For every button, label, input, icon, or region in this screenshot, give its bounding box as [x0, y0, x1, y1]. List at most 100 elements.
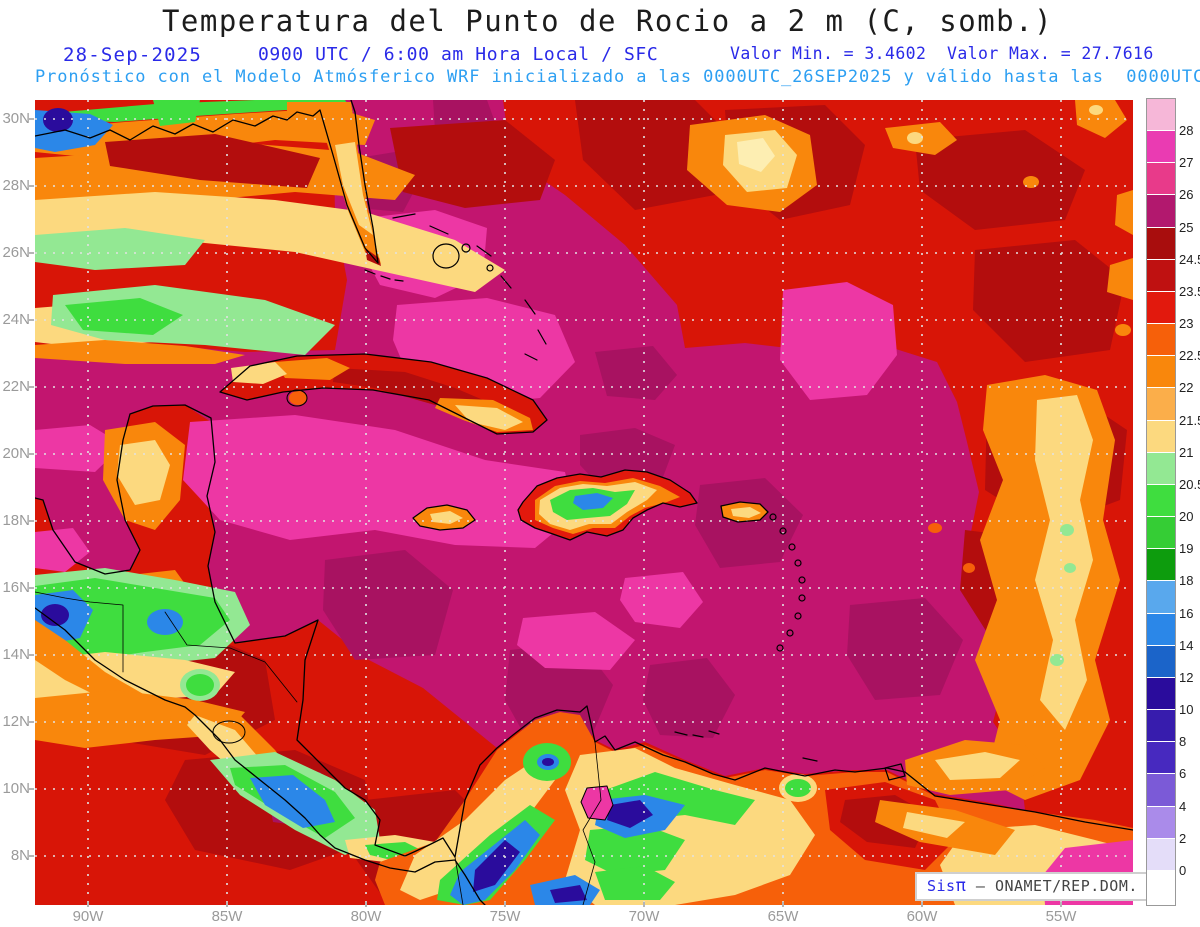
map-region [35, 425, 123, 472]
colorbar-label: 2 [1179, 830, 1187, 846]
lat-tick [29, 453, 34, 455]
lat-tick [29, 587, 34, 589]
pi-icon: π [955, 876, 967, 896]
colorbar-label: 18 [1179, 573, 1194, 589]
lat-label: 18N [2, 512, 30, 529]
map-region [65, 298, 183, 335]
forecast-time: 0900 UTC / 6:00 am Hora Local / SFC [258, 44, 659, 65]
map-region [517, 612, 635, 670]
colorbar-segment [1147, 774, 1175, 807]
colorbar-segment [1147, 549, 1175, 582]
coastline [35, 591, 602, 905]
colorbar-label: 27 [1179, 155, 1194, 171]
colorbar-segment [1147, 356, 1175, 389]
map-region [963, 563, 975, 573]
colorbar-segment [1147, 613, 1175, 646]
map-region [847, 598, 963, 700]
colorbar-segment [1147, 131, 1175, 164]
map-region [1107, 258, 1133, 300]
map-region [323, 550, 453, 660]
colorbar-label: 25 [1179, 219, 1194, 235]
coastline [35, 404, 1133, 858]
map-region [607, 800, 653, 828]
lat-tick [29, 252, 34, 254]
map-region [1064, 563, 1076, 573]
map-region [595, 866, 675, 900]
map-region [928, 523, 942, 533]
colorbar-segment [1147, 838, 1175, 871]
lon-tick [87, 902, 89, 907]
colorbar-segment [1147, 677, 1175, 711]
colorbar-label: 20 [1179, 509, 1194, 525]
colorbar-label: 10 [1179, 702, 1194, 718]
map-region [473, 840, 520, 892]
model-info-line: Pronóstico con el Modelo Atmósferico WRF… [35, 67, 1200, 87]
lat-label: 20N [2, 445, 30, 462]
colorbar-label: 4 [1179, 798, 1187, 814]
coastline [35, 100, 379, 264]
map-region [973, 240, 1125, 362]
colorbar-label: 26 [1179, 187, 1194, 203]
lat-label: 16N [2, 579, 30, 596]
colorbar-label: 14 [1179, 637, 1194, 653]
colorbar-segment [1147, 806, 1175, 839]
colorbar-segment [1147, 870, 1175, 903]
colorbar-label: 23.5 [1179, 283, 1200, 299]
map-region [550, 885, 587, 903]
watermark-separator: – [966, 877, 995, 895]
lat-label: 8N [10, 847, 30, 864]
colorbar-segment [1147, 452, 1175, 485]
colorbar-label: 22.5 [1179, 348, 1200, 364]
map-canvas [35, 100, 1133, 905]
map-region [35, 192, 505, 292]
map-region [35, 528, 90, 572]
forecast-meta-line: 28-Sep-2025 0900 UTC / 6:00 am Hora Loca… [0, 44, 1200, 66]
map-region [186, 674, 214, 696]
lon-tick [504, 902, 506, 907]
colorbar-segment [1147, 742, 1175, 775]
map-region [1089, 105, 1103, 115]
colorbar-segment [1147, 291, 1175, 325]
map-region [287, 102, 381, 264]
colorbar-label: 12 [1179, 669, 1194, 685]
colorbar-label: 6 [1179, 766, 1187, 782]
coastline [517, 469, 698, 541]
map-region [153, 100, 200, 126]
watermark-brand: Sis [927, 877, 956, 895]
lat-label: 28N [2, 177, 30, 194]
coastline [769, 513, 806, 652]
map-region [1075, 100, 1127, 138]
map-region [35, 340, 245, 364]
colorbar-segment [1147, 581, 1175, 614]
lat-label: 10N [2, 780, 30, 797]
map-region [573, 493, 613, 510]
map-region [183, 415, 575, 548]
colorbar-segment [1147, 259, 1175, 292]
coastline [392, 213, 547, 361]
map-region [903, 812, 965, 838]
map-region [1060, 524, 1074, 536]
lon-tick [226, 902, 228, 907]
valor-max: Valor Max. = 27.7616 [947, 44, 1154, 63]
map-region [335, 142, 373, 235]
colorbar-segment [1147, 227, 1175, 260]
lon-tick [1060, 902, 1062, 907]
map-region [1035, 395, 1093, 730]
colorbar-label: 28 [1179, 123, 1194, 139]
lat-label: 14N [2, 646, 30, 663]
map-region [105, 134, 320, 188]
lat-tick [29, 185, 34, 187]
lon-tick [921, 902, 923, 907]
map-region [780, 282, 897, 400]
lat-tick [29, 855, 34, 857]
map-region [935, 752, 1020, 780]
map-region [275, 358, 350, 380]
watermark: Sisπ – ONAMET/REP.DOM. [915, 872, 1150, 901]
coastline [364, 269, 404, 282]
coastline [720, 501, 769, 523]
colorbar-label: 8 [1179, 734, 1187, 750]
map-region [737, 138, 775, 172]
map-region [35, 100, 1025, 810]
colorbar-label: 23 [1179, 316, 1194, 332]
coastline [286, 389, 308, 407]
